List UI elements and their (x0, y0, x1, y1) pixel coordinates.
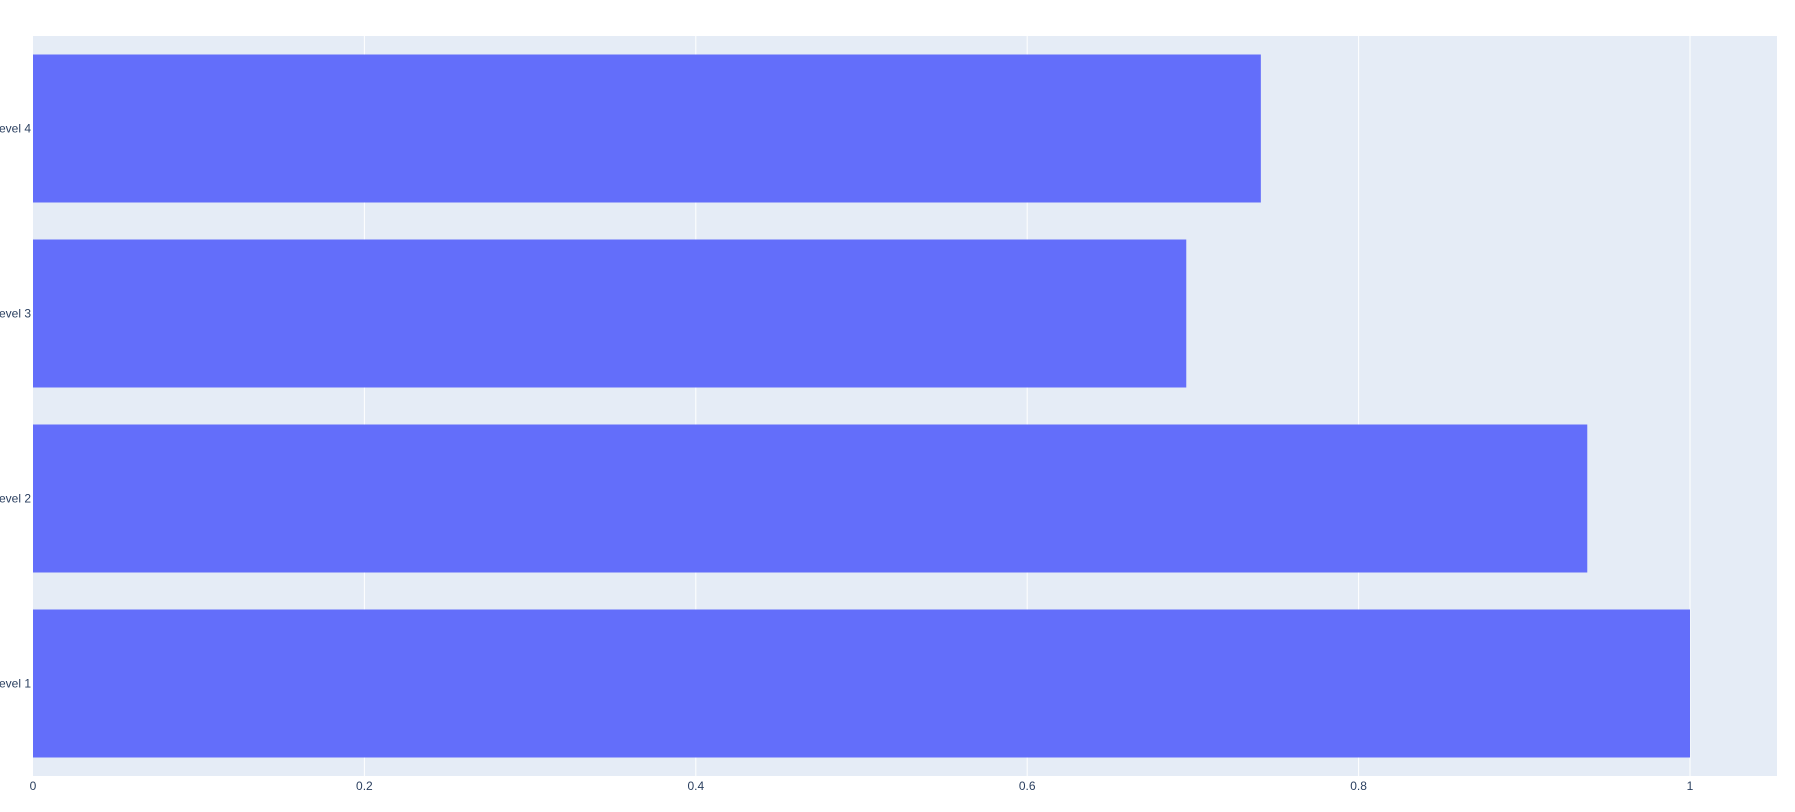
bar-level-1 (33, 609, 1690, 758)
x-tick-label: 0 (30, 779, 37, 793)
bar-level-2 (33, 424, 1588, 573)
bar-level-4 (33, 54, 1261, 203)
x-tick-label: 0.8 (1350, 779, 1367, 793)
bar-level-3 (33, 239, 1187, 388)
y-tick-label: Level 1 (0, 677, 31, 691)
y-tick-label: Level 4 (0, 122, 31, 136)
bars (33, 54, 1690, 758)
x-tick-label: 0.2 (356, 779, 373, 793)
x-tick-label: 0.4 (687, 779, 704, 793)
y-tick-label: Level 2 (0, 492, 31, 506)
x-tick-label: 1 (1687, 779, 1694, 793)
x-axis-tick-labels: 0 0.2 0.4 0.6 0.8 1 (30, 779, 1694, 793)
y-tick-label: Level 3 (0, 307, 31, 321)
y-axis-tick-labels: Level 1 Level 2 Level 3 Level 4 (0, 122, 31, 691)
x-tick-label: 0.6 (1019, 779, 1036, 793)
